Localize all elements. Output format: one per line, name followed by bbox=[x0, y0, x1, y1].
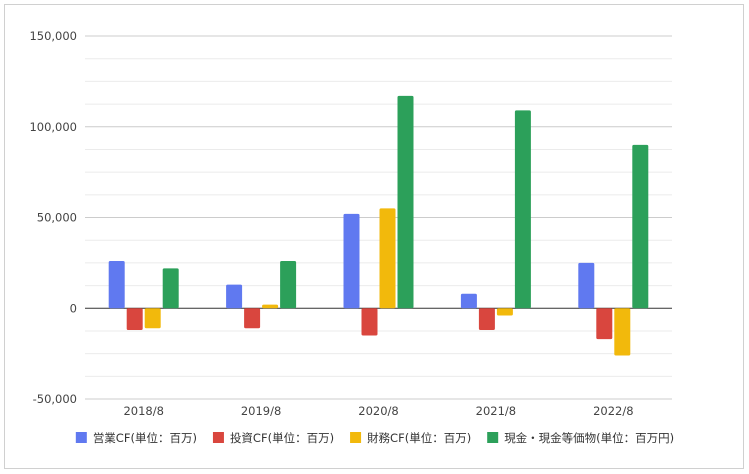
bar bbox=[478, 308, 495, 331]
bar bbox=[397, 95, 414, 309]
bar bbox=[460, 293, 477, 309]
legend-label: 現金・現金等価物(単位：百万円) bbox=[504, 431, 674, 445]
x-tick-label: 2020/8 bbox=[358, 404, 398, 418]
x-tick-label: 2019/8 bbox=[241, 404, 281, 418]
bar bbox=[514, 110, 531, 309]
y-tick-label: -50,000 bbox=[33, 392, 77, 406]
bar bbox=[262, 304, 279, 309]
y-tick-label: 100,000 bbox=[29, 120, 77, 134]
legend-item: 現金・現金等価物(単位：百万円) bbox=[487, 431, 674, 445]
x-axis: 2018/8 2019/8 2020/8 2021/8 2022/8 bbox=[123, 404, 633, 418]
legend-label: 営業CF(単位：百万) bbox=[93, 431, 197, 445]
bar bbox=[126, 308, 143, 331]
bar bbox=[578, 262, 595, 309]
y-axis: 150,000 100,000 50,000 0 -50,000 bbox=[29, 29, 77, 406]
bar bbox=[614, 308, 631, 356]
bar bbox=[108, 261, 125, 309]
bar bbox=[361, 308, 378, 336]
legend-item: 財務CF(単位：百万) bbox=[350, 431, 471, 445]
x-tick-label: 2018/8 bbox=[123, 404, 163, 418]
y-tick-label: 0 bbox=[70, 301, 77, 315]
bar bbox=[343, 213, 360, 309]
x-tick-label: 2022/8 bbox=[593, 404, 633, 418]
bar-chart: 150,000 100,000 50,000 0 -50,000 2018/8 2019/… bbox=[29, 29, 674, 445]
legend-label: 財務CF(単位：百万) bbox=[367, 431, 471, 445]
bar bbox=[244, 308, 261, 329]
legend-swatch bbox=[350, 432, 362, 443]
bar bbox=[596, 308, 613, 340]
legend-item: 営業CF(単位：百万) bbox=[75, 431, 197, 445]
bar bbox=[496, 308, 513, 316]
bar bbox=[162, 268, 179, 309]
bar bbox=[280, 261, 297, 309]
bars bbox=[108, 95, 649, 356]
y-tick-label: 50,000 bbox=[37, 211, 77, 225]
grid-lines bbox=[85, 35, 672, 400]
legend-label: 投資CF(単位：百万) bbox=[230, 431, 334, 445]
x-tick-label: 2021/8 bbox=[476, 404, 516, 418]
bar bbox=[379, 208, 396, 309]
bar bbox=[144, 308, 161, 329]
legend-item: 投資CF(単位：百万) bbox=[212, 431, 334, 445]
bar bbox=[632, 144, 649, 309]
chart-frame: 150,000 100,000 50,000 0 -50,000 2018/8 2019/… bbox=[4, 4, 744, 469]
legend-swatch bbox=[212, 432, 224, 443]
legend-swatch bbox=[75, 432, 87, 443]
legend: 営業CF(単位：百万) 投資CF(単位：百万) 財務CF(単位：百万) 現金・現金等価… bbox=[75, 431, 674, 445]
legend-swatch bbox=[487, 432, 499, 443]
bar bbox=[226, 284, 243, 309]
y-tick-label: 150,000 bbox=[29, 29, 77, 43]
